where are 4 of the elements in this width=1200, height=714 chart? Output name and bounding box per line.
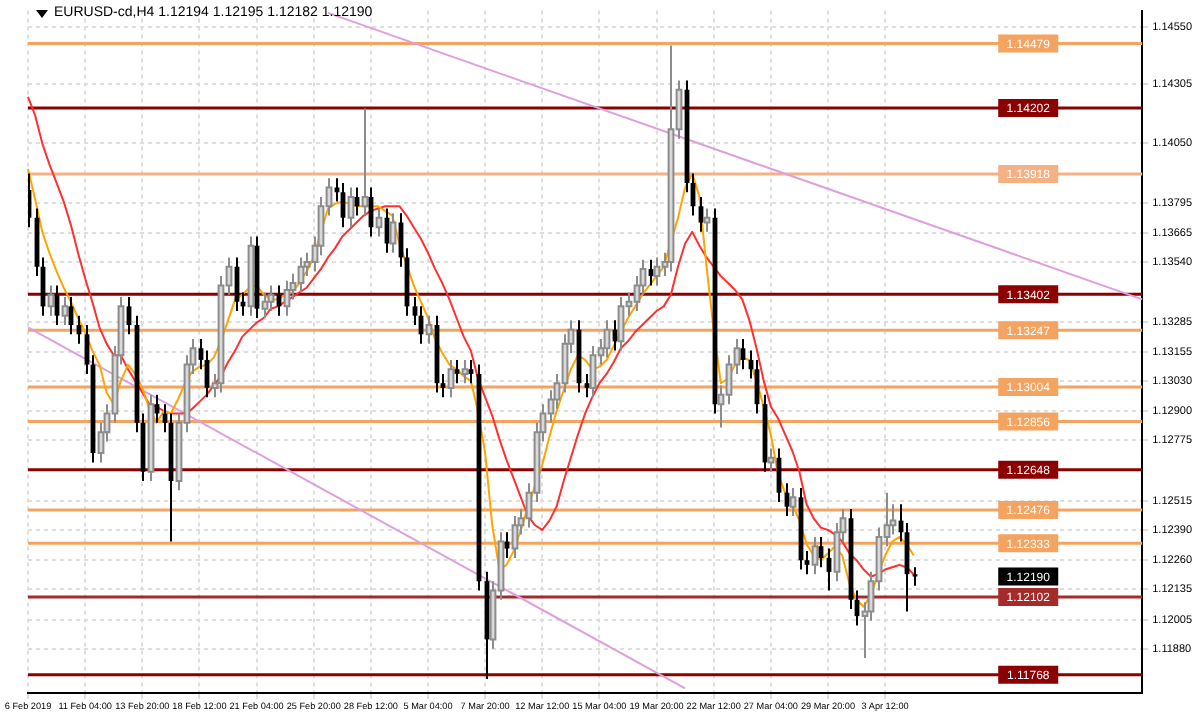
candlestick xyxy=(454,358,460,385)
candlestick xyxy=(912,566,918,587)
candlestick xyxy=(468,358,474,385)
candlestick xyxy=(584,372,590,399)
